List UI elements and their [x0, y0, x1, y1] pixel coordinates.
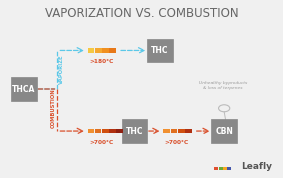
- Text: Leafly: Leafly: [241, 163, 272, 171]
- Text: CBN: CBN: [215, 127, 233, 136]
- Bar: [95, 129, 102, 133]
- Bar: [116, 129, 123, 133]
- Bar: [95, 48, 102, 53]
- Bar: [219, 167, 223, 170]
- Bar: [227, 167, 231, 170]
- FancyBboxPatch shape: [11, 77, 37, 101]
- FancyBboxPatch shape: [147, 39, 173, 62]
- FancyBboxPatch shape: [122, 119, 147, 143]
- FancyBboxPatch shape: [211, 119, 237, 143]
- Bar: [223, 167, 227, 170]
- Bar: [109, 129, 116, 133]
- Text: THC: THC: [151, 46, 168, 55]
- Text: VAPORIZE: VAPORIZE: [59, 54, 64, 84]
- Text: >700°C: >700°C: [89, 140, 113, 145]
- Bar: [102, 48, 109, 53]
- Bar: [102, 129, 109, 133]
- Bar: [163, 129, 170, 133]
- Text: >180°C: >180°C: [89, 59, 113, 64]
- Bar: [178, 129, 185, 133]
- Text: THC: THC: [126, 127, 143, 136]
- Bar: [88, 48, 95, 53]
- Bar: [214, 167, 218, 170]
- Bar: [185, 129, 192, 133]
- Text: Unhealthy byproducts
& loss of terpenes: Unhealthy byproducts & loss of terpenes: [199, 81, 247, 90]
- Text: VAPORIZATION VS. COMBUSTION: VAPORIZATION VS. COMBUSTION: [45, 7, 238, 20]
- Bar: [171, 129, 177, 133]
- Text: >700°C: >700°C: [165, 140, 189, 145]
- Bar: [110, 48, 116, 53]
- Text: COMBUSTION: COMBUSTION: [51, 88, 56, 128]
- Bar: [88, 129, 95, 133]
- Text: THCA: THCA: [12, 85, 35, 93]
